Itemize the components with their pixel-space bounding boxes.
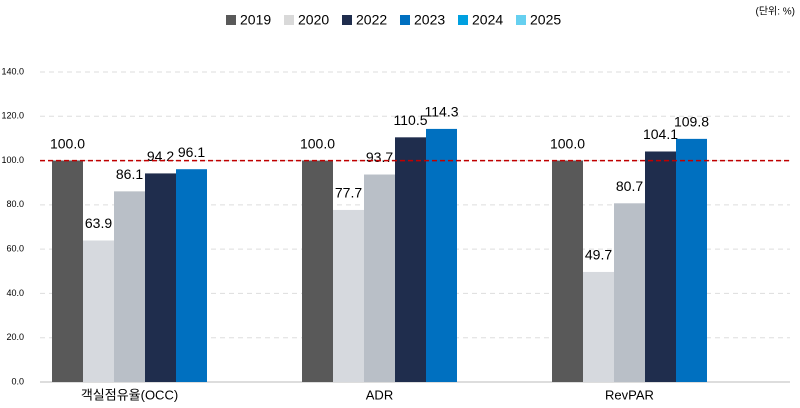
bar <box>645 151 676 382</box>
legend-label: 2019 <box>240 12 271 28</box>
bar <box>176 169 207 382</box>
legend-swatch <box>516 15 526 25</box>
bar <box>395 137 426 382</box>
y-tick-label: 0.0 <box>11 376 24 386</box>
x-tick-label: ADR <box>366 387 393 402</box>
legend-label: 2022 <box>356 12 387 28</box>
bar <box>426 128 457 382</box>
legend-swatch <box>400 15 410 25</box>
bar <box>364 174 395 382</box>
bar <box>302 160 333 382</box>
bar <box>583 271 614 382</box>
y-tick-label: 120.0 <box>1 111 24 121</box>
value-label: 94.2 <box>147 148 174 164</box>
legend-label: 2025 <box>530 12 561 28</box>
value-label: 104.1 <box>643 126 678 142</box>
value-label: 77.7 <box>335 185 362 201</box>
y-tick-label: 20.0 <box>6 332 24 342</box>
unit-label: (단위: %) <box>755 5 795 18</box>
value-label: 100.0 <box>50 135 85 151</box>
legend-label: 2023 <box>414 12 445 28</box>
value-label: 80.7 <box>616 178 643 194</box>
y-tick-label: 40.0 <box>6 288 24 298</box>
bar <box>114 191 145 382</box>
legend-label: 2020 <box>298 12 329 28</box>
bar <box>614 203 645 382</box>
bar <box>333 209 364 382</box>
y-tick-label: 80.0 <box>6 199 24 209</box>
x-tick-label: RevPAR <box>605 387 654 402</box>
x-tick-label: 객실점유율(OCC) <box>81 387 178 402</box>
bar <box>83 240 114 382</box>
bar <box>52 160 83 382</box>
value-label: 86.1 <box>116 166 143 182</box>
bar <box>676 138 707 382</box>
bar <box>145 173 176 382</box>
y-tick-label: 100.0 <box>1 155 24 165</box>
value-label: 63.9 <box>85 215 112 231</box>
bar <box>552 160 583 382</box>
value-label: 114.3 <box>425 104 459 120</box>
value-label: 93.7 <box>366 149 393 165</box>
value-label: 110.5 <box>394 112 428 128</box>
legend-label: 2024 <box>472 12 503 28</box>
value-label: 49.7 <box>585 247 612 263</box>
y-tick-label: 140.0 <box>1 66 24 76</box>
value-label: 109.8 <box>674 114 709 130</box>
value-label: 100.0 <box>550 135 585 151</box>
legend-swatch <box>458 15 468 25</box>
value-label: 96.1 <box>178 144 205 160</box>
legend-swatch <box>226 15 236 25</box>
legend-swatch <box>342 15 352 25</box>
value-label: 100.0 <box>300 135 335 151</box>
y-tick-label: 60.0 <box>6 244 24 254</box>
legend-swatch <box>284 15 294 25</box>
